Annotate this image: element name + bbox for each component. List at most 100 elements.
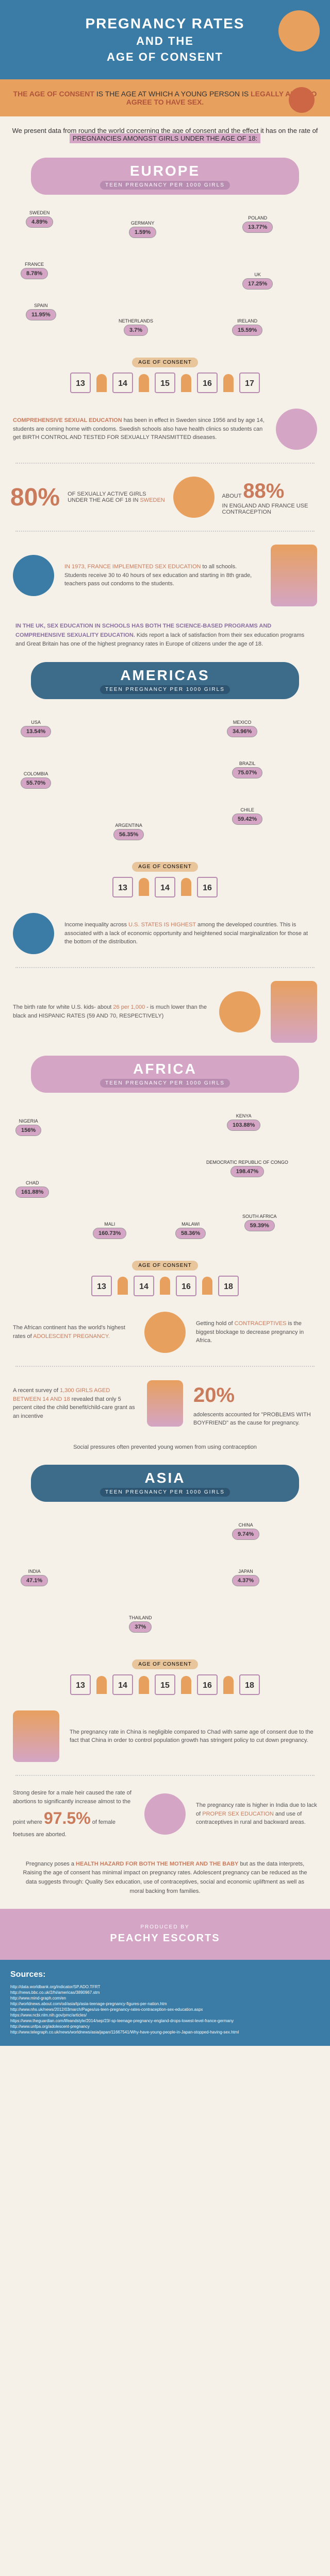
divider xyxy=(15,1775,315,1776)
country-label: FRANCE xyxy=(21,262,48,267)
country-label: SOUTH AFRICA xyxy=(242,1214,277,1219)
sources-title: Sources: xyxy=(10,1970,320,1979)
country-label: KENYA xyxy=(227,1113,260,1118)
person-icon xyxy=(202,1277,212,1295)
rate-value: 56.35% xyxy=(113,829,144,840)
africa-block4: Social pressures often prevented young w… xyxy=(0,1435,330,1460)
rate-value: 9.74% xyxy=(232,1529,259,1540)
europe-header: EUROPE TEEN PREGNANCY PER 1000 GIRLS xyxy=(31,158,299,195)
person-icon xyxy=(118,1277,128,1295)
source-link: http://www.telegraph.co.uk/news/worldnew… xyxy=(10,2030,320,2035)
intro-text: We present data from round the world con… xyxy=(0,116,330,152)
age-box: 13 xyxy=(91,1276,112,1296)
produced-by: PRODUCED BY xyxy=(10,1924,320,1930)
country-label: GERMANY xyxy=(129,221,156,226)
source-link: http://news.bbc.co.uk/2/hi/americas/3890… xyxy=(10,1990,320,1995)
infographic-root: PREGNANCY RATES AND THE AGE OF CONSENT T… xyxy=(0,0,330,2046)
baby-icon xyxy=(219,991,260,1032)
stat-80-text: OF SEXUALLY ACTIVE GIRLS UNDER THE AGE O… xyxy=(68,491,165,503)
data-point: IRELAND15.59% xyxy=(232,318,262,336)
rate-value: 198.47% xyxy=(230,1166,264,1177)
data-point: MALAWI58.36% xyxy=(175,1222,206,1239)
rate-value: 37% xyxy=(129,1621,152,1633)
country-label: POLAND xyxy=(242,215,273,221)
data-point: ARGENTINA56.35% xyxy=(113,823,144,840)
country-label: THAILAND xyxy=(129,1615,152,1620)
data-point: KENYA103.88% xyxy=(227,1113,260,1131)
country-label: JAPAN xyxy=(232,1569,259,1574)
africa-blocks-row: The African continent has the world's hi… xyxy=(0,1304,330,1361)
pregnant-woman-icon xyxy=(278,10,320,52)
subheader-mid: IS THE AGE AT WHICH A YOUNG PERSON IS xyxy=(96,90,251,98)
rate-value: 13.54% xyxy=(21,726,51,737)
americas-block1-row: Income inequality across U.S. STATES IS … xyxy=(0,905,330,962)
data-point: DEMOCRATIC REPUBLIC OF CONGO198.47% xyxy=(206,1160,288,1177)
family-illustration xyxy=(147,1380,183,1427)
person-icon xyxy=(139,878,149,896)
asia-title: ASIA xyxy=(36,1470,294,1486)
data-point: USA13.54% xyxy=(21,720,51,737)
source-link: http://worldnews.about.com/od/asia/tp/as… xyxy=(10,2002,320,2006)
europe-map: SWEDEN4.89%GERMANY1.59%POLAND13.77%FRANC… xyxy=(0,200,330,349)
data-point: MALI160.73% xyxy=(93,1222,126,1239)
condom-icon xyxy=(276,409,317,450)
data-point: NETHERLANDS3.7% xyxy=(119,318,153,336)
rate-value: 4.37% xyxy=(232,1575,259,1586)
map-pin-icon xyxy=(144,1793,186,1835)
europe-block1-row: COMPREHENSIVE SEXUAL EDUCATION has been … xyxy=(0,401,330,457)
africa-consent-row: AGE OF CONSENT 13141618 xyxy=(0,1252,330,1304)
data-point: FRANCE8.78% xyxy=(21,262,48,279)
country-label: IRELAND xyxy=(232,318,262,324)
person-icon xyxy=(96,1676,107,1694)
age-box: 13 xyxy=(70,372,91,393)
person-icon xyxy=(181,374,191,392)
age-box: 15 xyxy=(155,372,175,393)
rate-value: 15.59% xyxy=(232,325,262,336)
country-label: CHINA xyxy=(232,1522,259,1528)
country-label: BRAZIL xyxy=(232,761,262,766)
data-point: INDIA47.1% xyxy=(21,1569,48,1586)
americas-title: AMERICAS xyxy=(36,667,294,684)
age-box: 18 xyxy=(218,1276,239,1296)
americas-subtitle: TEEN PREGNANCY PER 1000 GIRLS xyxy=(100,685,230,694)
country-label: ARGENTINA xyxy=(113,823,144,828)
stat-88: 88% xyxy=(243,480,284,502)
europe-subtitle: TEEN PREGNANCY PER 1000 GIRLS xyxy=(100,181,230,190)
data-point: MEXICO34.96% xyxy=(227,720,257,737)
country-label: SWEDEN xyxy=(26,210,53,215)
intro-highlight: PREGNANCIES AMONGST GIRLS UNDER THE AGE … xyxy=(70,133,261,143)
country-label: CHAD xyxy=(15,1180,49,1185)
source-link: http://www.mind-graph.com/en xyxy=(10,1996,320,2001)
age-box: 14 xyxy=(112,372,133,393)
person-icon xyxy=(181,1676,191,1694)
data-point: THAILAND37% xyxy=(129,1615,152,1633)
age-box: 15 xyxy=(155,1674,175,1695)
americas-consent-row: AGE OF CONSENT 131416 xyxy=(0,854,330,905)
asia-consent-row: AGE OF CONSENT 1314151618 xyxy=(0,1651,330,1703)
source-link: http://www.nhs.uk/news/2012/03march/Page… xyxy=(10,2007,320,2012)
source-link: https://www.ncbi.nlm.nih.gov/pmc/article… xyxy=(10,2013,320,2018)
africa-title: AFRICA xyxy=(36,1061,294,1077)
father-child-illustration xyxy=(13,1710,59,1762)
consent-label: AGE OF CONSENT xyxy=(132,358,197,367)
gender-symbols-icon xyxy=(289,87,315,113)
data-point: CHINA9.74% xyxy=(232,1522,259,1540)
data-point: UK17.25% xyxy=(242,272,273,290)
rate-value: 160.73% xyxy=(93,1228,126,1239)
main-title: PREGNANCY RATES xyxy=(10,15,320,32)
stat-80: 80% xyxy=(10,484,60,511)
data-point: COLOMBIA55.70% xyxy=(21,771,51,789)
country-label: NIGERIA xyxy=(15,1118,41,1124)
africa-header: AFRICA TEEN PREGNANCY PER 1000 GIRLS xyxy=(31,1056,299,1093)
data-point: CHAD161.88% xyxy=(15,1180,49,1198)
rate-value: 47.1% xyxy=(21,1575,48,1586)
age-box: 17 xyxy=(239,372,260,393)
data-point: POLAND13.77% xyxy=(242,215,273,233)
consent-label: AGE OF CONSENT xyxy=(132,1659,197,1669)
rate-value: 59.42% xyxy=(232,814,262,825)
brand-name: PEACHY ESCORTS xyxy=(10,1933,320,1944)
europe-block3: IN THE UK, SEX EDUCATION IN SCHOOLS HAS … xyxy=(0,614,330,657)
money-bag-icon xyxy=(13,913,54,954)
africa-map: NIGERIA156%KENYA103.88%DEMOCRATIC REPUBL… xyxy=(0,1098,330,1252)
rate-value: 1.59% xyxy=(129,227,156,238)
